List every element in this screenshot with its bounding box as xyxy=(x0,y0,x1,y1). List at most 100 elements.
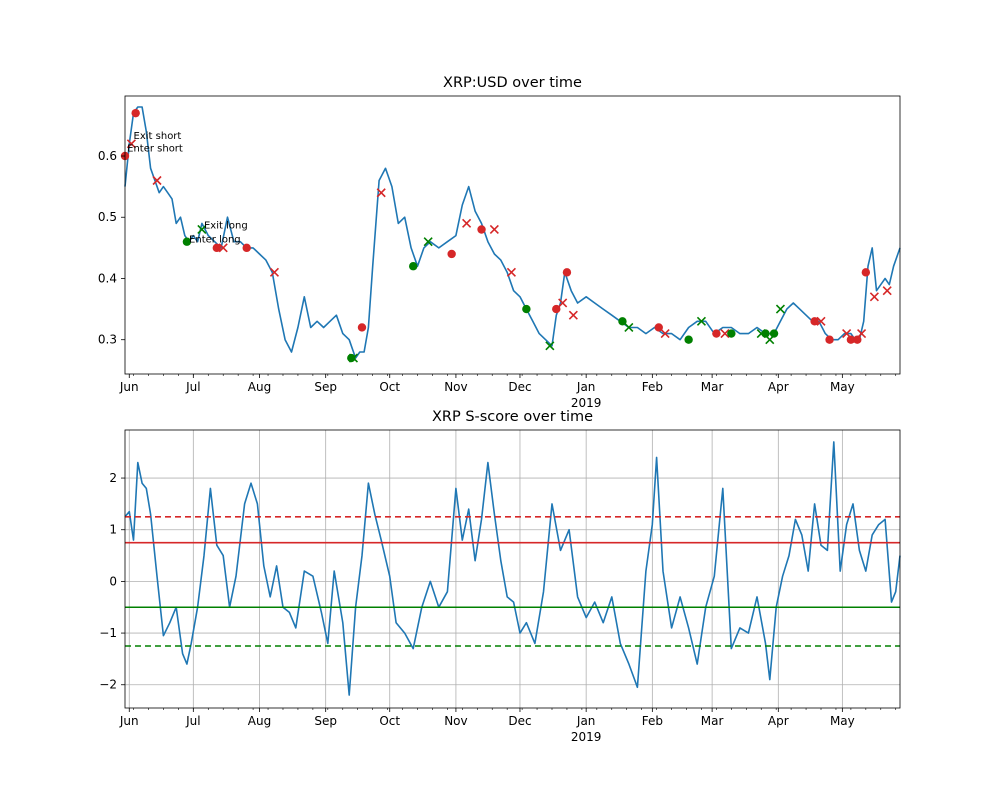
cross-red-marker xyxy=(218,243,228,253)
y-tick-label: 0.3 xyxy=(98,333,117,347)
dot-blue-edge-marker xyxy=(477,225,486,234)
y-tick-label: 0 xyxy=(109,574,117,588)
x-tick-label: Feb xyxy=(642,380,663,394)
exit-short-marker xyxy=(376,188,386,198)
enter-long-marker xyxy=(727,329,736,338)
exit-short-marker xyxy=(152,175,162,186)
x-tick-label: Dec xyxy=(508,380,531,394)
exit-long-marker xyxy=(756,329,766,339)
exit-short-marker xyxy=(568,310,578,320)
exit-long-marker xyxy=(696,316,707,326)
enter-long-marker xyxy=(182,237,192,246)
exit-short-marker xyxy=(558,298,568,308)
x-tick-label: Oct xyxy=(379,380,400,394)
sscore-grid xyxy=(125,430,900,708)
sscore-y-axis: −2 −1 0 1 2 xyxy=(99,471,125,692)
enter-short-marker xyxy=(357,323,367,332)
enter-long-marker xyxy=(347,353,356,363)
enter-short-marker xyxy=(654,323,663,332)
annotation-label: Enter short xyxy=(127,144,183,155)
x-tick-label: Sep xyxy=(314,380,337,394)
x-tick-label: Apr xyxy=(768,714,789,728)
enter-short-marker xyxy=(712,329,721,338)
exit-long-marker xyxy=(624,322,634,333)
exit-long-marker xyxy=(423,237,433,247)
x-tick-label: Jun xyxy=(119,714,139,728)
trade-annotations: Exit short Enter short Exit long Enter long xyxy=(127,131,248,245)
y-tick-label: −2 xyxy=(99,678,117,692)
y-tick-label: 0.6 xyxy=(98,149,117,163)
series-line-0 xyxy=(124,441,901,696)
annotation-label: Exit long xyxy=(204,220,248,231)
x-tick-label: May xyxy=(830,380,855,394)
enter-short-marker xyxy=(131,108,140,118)
price-axes-frame xyxy=(124,95,901,375)
enter-long-marker xyxy=(769,329,779,338)
x-year-label: 2019 xyxy=(571,396,602,410)
price-y-axis: 0.3 0.4 0.5 0.6 xyxy=(98,149,125,347)
x-tick-label: Jan xyxy=(576,714,596,728)
sscore-chart-title: XRP S-score over time xyxy=(432,409,593,425)
sscore-x-axis: Jun Jul Aug Sep Oct Nov Dec Jan Feb Mar Apr May 2019 xyxy=(119,708,897,744)
y-tick-label: 1 xyxy=(109,523,117,537)
enter-long-marker xyxy=(522,304,531,314)
enter-short-marker xyxy=(552,304,561,314)
enter-short-marker xyxy=(562,268,572,277)
enter-short-marker xyxy=(853,335,862,344)
exit-short-marker xyxy=(660,329,670,339)
enter-short-marker xyxy=(861,268,871,277)
exit-long-marker xyxy=(545,341,555,351)
sscore-axes-frame xyxy=(124,429,901,709)
annotation-label: Exit short xyxy=(134,131,182,142)
cross-red-marker xyxy=(506,267,516,277)
exit-short-marker xyxy=(882,286,892,296)
price-panel: Exit short Enter short Exit long Enter long… xyxy=(98,75,901,410)
x-tick-label: Jan xyxy=(576,380,596,394)
y-tick-label: 0.4 xyxy=(98,271,117,285)
x-tick-label: May xyxy=(830,714,855,728)
x-tick-label: Feb xyxy=(642,714,663,728)
x-tick-label: Oct xyxy=(379,714,400,728)
sscore-panel: Jun Jul Aug Sep Oct Nov Dec Jan Feb Mar Apr May 2019… xyxy=(99,409,901,744)
x-tick-label: Sep xyxy=(314,714,337,728)
exit-short-marker xyxy=(720,329,730,339)
x-tick-label: Dec xyxy=(508,714,531,728)
enter-short-marker xyxy=(825,335,834,344)
x-tick-label: Mar xyxy=(701,714,724,728)
exit-short-marker xyxy=(126,139,136,149)
enter-short-marker xyxy=(846,335,856,344)
enter-long-marker xyxy=(409,262,418,271)
x-tick-label: Jun xyxy=(119,380,139,394)
price-x-axis: Jun Jul Aug Sep Oct Nov Dec Jan Feb Mar Apr May 2019 xyxy=(119,374,897,410)
cross-red-marker xyxy=(489,224,499,235)
enter-long-marker xyxy=(618,317,627,326)
trade-markers xyxy=(120,108,892,363)
y-tick-label: 2 xyxy=(109,471,117,485)
x-tick-label: Nov xyxy=(444,380,467,394)
x-tick-label: Jul xyxy=(185,380,200,394)
exit-short-marker xyxy=(842,329,852,339)
exit-long-marker xyxy=(765,335,775,345)
enter-short-marker xyxy=(810,317,819,326)
dot-red-marker xyxy=(212,243,222,253)
enter-long-marker xyxy=(684,335,693,344)
cross-red-marker xyxy=(269,267,280,277)
y-tick-label: −1 xyxy=(99,626,117,640)
sscore-threshold-lines xyxy=(125,516,900,647)
x-tick-label: Jul xyxy=(185,714,200,728)
x-tick-label: Nov xyxy=(444,714,467,728)
price-chart-title: XRP:USD over time xyxy=(443,75,582,91)
x-tick-label: Apr xyxy=(768,380,789,394)
exit-long-marker xyxy=(197,224,207,235)
x-tick-label: Aug xyxy=(248,380,271,394)
sscore-series-group xyxy=(124,441,901,696)
exit-long-marker xyxy=(348,353,359,363)
x-tick-label: Mar xyxy=(701,380,724,394)
annotation-label: Enter long xyxy=(189,234,241,245)
exit-short-marker xyxy=(857,329,867,339)
enter-short-marker xyxy=(447,249,456,259)
y-tick-label: 0.5 xyxy=(98,210,117,224)
x-tick-label: Aug xyxy=(248,714,271,728)
exit-short-marker xyxy=(816,316,826,326)
